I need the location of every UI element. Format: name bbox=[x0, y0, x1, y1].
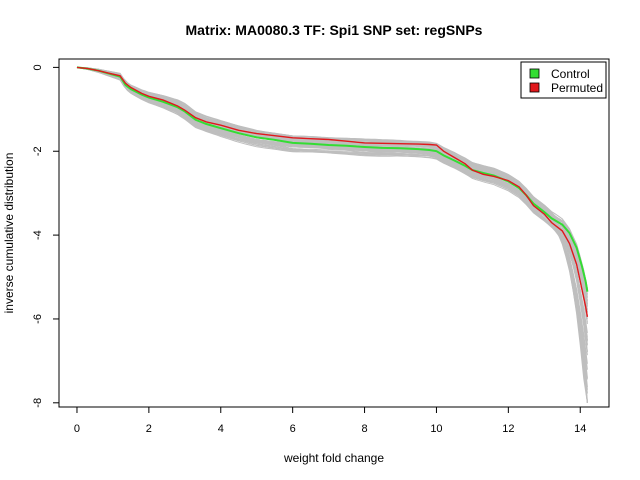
y-tick-label: 0 bbox=[32, 64, 44, 70]
x-tick-label: 0 bbox=[74, 423, 80, 435]
x-tick-label: 6 bbox=[290, 423, 296, 435]
y-axis-label: inverse cumulative distribution bbox=[2, 153, 16, 314]
background-permutation-lines bbox=[76, 66, 588, 403]
x-axis: 0 2 4 6 8 10 12 14 bbox=[74, 407, 586, 435]
legend-swatch-control bbox=[529, 68, 540, 79]
y-tick-label: -4 bbox=[32, 230, 44, 240]
background-line bbox=[76, 66, 588, 299]
series-line-control bbox=[76, 66, 589, 292]
x-tick-label: 4 bbox=[218, 423, 224, 435]
y-tick-label: -8 bbox=[32, 398, 44, 408]
x-axis-label: weight fold change bbox=[283, 451, 384, 465]
chart-title: Matrix: MA0080.3 TF: Spi1 SNP set: regSN… bbox=[186, 22, 483, 38]
x-tick-label: 12 bbox=[502, 423, 514, 435]
legend-label-permuted: Permuted bbox=[551, 81, 603, 95]
x-tick-label: 10 bbox=[430, 423, 442, 435]
y-axis: 0 -2 -4 -6 -8 bbox=[32, 64, 59, 408]
y-tick-label: -2 bbox=[32, 146, 44, 156]
legend-swatch-permuted bbox=[529, 82, 540, 93]
y-tick-label: -6 bbox=[32, 314, 44, 324]
x-tick-label: 2 bbox=[146, 423, 152, 435]
legend-label-control: Control bbox=[551, 67, 590, 81]
x-tick-label: 8 bbox=[361, 423, 367, 435]
plot-frame bbox=[58, 58, 610, 408]
background-line bbox=[76, 66, 588, 304]
series-line-permuted bbox=[76, 66, 589, 318]
series-lines bbox=[76, 66, 589, 318]
x-tick-label: 14 bbox=[574, 423, 586, 435]
background-line bbox=[76, 66, 588, 364]
legend: Control Permuted bbox=[520, 61, 607, 99]
